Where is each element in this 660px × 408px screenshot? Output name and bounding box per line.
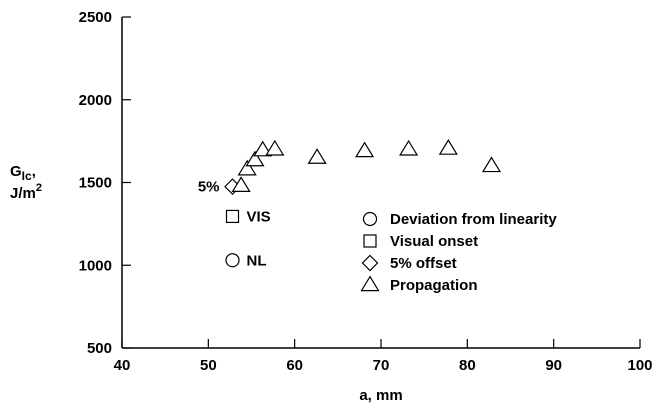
x-tick-labels: 40 50 60 70 80 90 100 (114, 357, 653, 374)
x-tick-label: 40 (114, 357, 131, 374)
circle-point (225, 253, 240, 268)
y-tick-label: 2500 (79, 9, 112, 26)
legend-entry-label: Deviation from linearity (390, 211, 557, 228)
y-tick-labels: 500 1000 1500 2000 2500 (79, 9, 112, 357)
annotations: 5% VIS NL (198, 179, 271, 270)
y-axis-label-subscript: Ic (22, 169, 32, 183)
legend-diamond-icon (361, 254, 379, 272)
point-annotation: VIS (247, 208, 271, 225)
x-tick-label: 70 (373, 357, 390, 374)
point-annotation: 5% (198, 179, 220, 196)
y-axis-unit-exponent: 2 (36, 182, 42, 194)
y-tick-label: 500 (87, 340, 112, 357)
x-tick-label: 80 (459, 357, 476, 374)
triangle-point (399, 139, 419, 156)
triangle-point (355, 141, 375, 158)
y-tick-label: 1000 (79, 257, 112, 274)
x-tick-label: 100 (627, 357, 652, 374)
triangle-point (245, 150, 265, 167)
legend-entry-label: Visual onset (390, 233, 478, 250)
triangle-point (265, 139, 285, 156)
svg-text:GIc,: GIc, (10, 163, 36, 183)
legend-triangle-icon (360, 275, 380, 292)
x-tick-label: 60 (286, 357, 303, 374)
legend-entry-label: 5% offset (390, 255, 457, 272)
x-tick-label: 90 (545, 357, 562, 374)
y-tick-label: 1500 (79, 175, 112, 192)
data-markers (224, 139, 502, 268)
triangle-point (237, 159, 257, 176)
svg-text:J/m2: J/m2 (10, 182, 42, 202)
legend-square-icon (363, 234, 377, 248)
y-axis-label: GIc, J/m2 (10, 163, 42, 202)
triangle-point (481, 156, 502, 173)
point-annotation: NL (247, 252, 267, 269)
x-tick-label: 50 (200, 357, 217, 374)
triangle-point (231, 176, 251, 193)
legend: Deviation from linearity Visual onset 5% o… (360, 211, 557, 294)
y-axis-label-comma: , (32, 163, 36, 180)
triangle-point (307, 148, 327, 164)
square-point (225, 209, 240, 224)
triangle-point (253, 140, 273, 157)
y-axis-unit-base: J/m (10, 185, 36, 202)
triangle-point (438, 139, 458, 155)
legend-circle-icon (362, 211, 378, 227)
y-tick-label: 2000 (79, 92, 112, 109)
tick-marks (121, 16, 641, 349)
legend-entry-label: Propagation (390, 277, 478, 294)
y-axis-label-main: G (10, 163, 22, 180)
x-axis-label: a, mm (359, 387, 402, 404)
